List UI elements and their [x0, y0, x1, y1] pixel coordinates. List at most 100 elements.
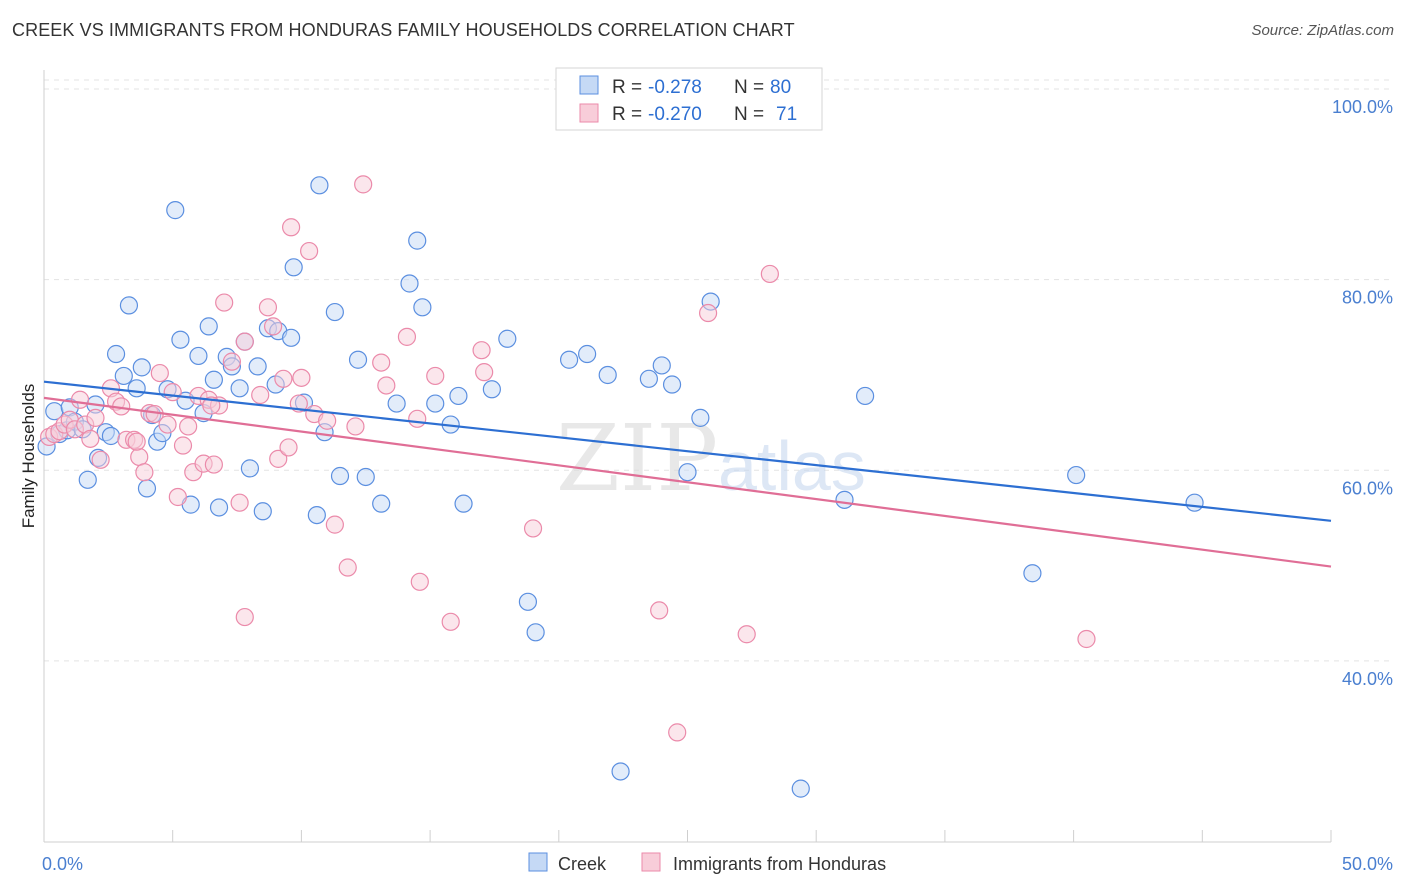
y-tick-label: 60.0%: [1342, 478, 1393, 498]
creek-n-label: N =: [734, 77, 764, 98]
creek-point: [199, 317, 218, 336]
honduras-point: [410, 572, 429, 591]
creek-point: [248, 357, 267, 376]
creek-point: [835, 490, 854, 509]
creek-point: [559, 350, 579, 369]
honduras-point: [269, 449, 288, 468]
creek-r-label: R =: [612, 77, 642, 98]
honduras-point: [377, 376, 396, 395]
grid-lines: [44, 79, 1393, 662]
honduras-point: [650, 601, 669, 620]
y-tick-labels: 40.0% 60.0% 80.0% 100.0%: [1332, 97, 1393, 689]
creek-point: [348, 350, 368, 369]
stats-box-frame: [555, 67, 823, 131]
honduras-n-label: N =: [734, 104, 764, 125]
honduras-point: [372, 353, 391, 372]
y-axis-title: Family Households: [19, 384, 38, 529]
honduras-point: [426, 366, 445, 386]
creek-trend-line: [43, 380, 1332, 522]
creek-point: [791, 779, 810, 798]
honduras-point: [282, 218, 301, 237]
honduras-point: [325, 515, 344, 534]
honduras-point: [235, 332, 254, 351]
honduras-point: [292, 368, 311, 387]
honduras-point: [81, 429, 100, 448]
honduras-point: [91, 450, 110, 469]
honduras-point: [168, 487, 187, 507]
creek-point: [78, 470, 97, 489]
creek-point: [106, 344, 126, 364]
honduras-point: [1077, 629, 1096, 649]
creek-point: [611, 762, 630, 781]
creek-point: [132, 358, 151, 377]
y-tick-label: 40.0%: [1342, 669, 1393, 689]
honduras-point: [158, 415, 177, 434]
honduras-r-label: R =: [612, 104, 642, 125]
creek-point: [253, 502, 272, 521]
creek-point: [204, 370, 223, 389]
honduras-point: [338, 558, 357, 577]
x-ticks: [43, 830, 1332, 842]
creek-point: [171, 330, 190, 349]
creek-n-value: 80: [770, 77, 791, 98]
creek-point: [240, 459, 260, 478]
honduras-point: [523, 519, 543, 538]
honduras-point: [318, 411, 337, 430]
honduras-point: [737, 625, 756, 644]
honduras-point: [258, 298, 278, 317]
creek-point: [691, 408, 710, 427]
creek-point: [282, 328, 301, 347]
honduras-point: [150, 363, 169, 383]
honduras-point: [215, 293, 234, 312]
creek-point: [400, 274, 419, 293]
honduras-point: [127, 432, 146, 451]
creek-point: [127, 379, 146, 398]
creek-point: [1185, 493, 1204, 512]
honduras-point: [173, 436, 193, 455]
creek-point: [1067, 465, 1086, 485]
creek-point: [330, 466, 350, 486]
legend-creek-swatch: [528, 852, 548, 872]
creek-point: [166, 201, 185, 220]
x-tick-label-min: 0.0%: [42, 854, 83, 874]
creek-point: [678, 463, 697, 482]
creek-point: [526, 623, 545, 642]
creek-point: [325, 302, 344, 322]
honduras-point: [179, 417, 198, 436]
honduras-point: [346, 417, 365, 436]
creek-point: [652, 356, 671, 375]
creek-point: [310, 176, 329, 195]
honduras-point: [397, 327, 417, 346]
bottom-legend: Creek Immigrants from Honduras: [528, 852, 886, 874]
honduras-n-value: 71: [776, 104, 797, 125]
honduras-point: [408, 409, 427, 428]
honduras-point: [300, 241, 319, 261]
honduras-point: [472, 341, 491, 360]
y-tick-label: 100.0%: [1332, 97, 1393, 117]
honduras-point: [86, 408, 105, 427]
creek-point: [408, 231, 427, 250]
source-label: Source: ZipAtlas.com: [1251, 22, 1394, 39]
creek-point: [598, 365, 617, 385]
x-tick-label-max: 50.0%: [1342, 854, 1393, 874]
creek-point: [307, 505, 326, 525]
honduras-points: [40, 175, 1096, 742]
y-tick-label: 80.0%: [1342, 288, 1393, 308]
honduras-point: [475, 363, 494, 382]
creek-point: [284, 258, 303, 277]
honduras-stat-swatch: [579, 103, 599, 123]
honduras-point: [70, 390, 90, 409]
creek-r-value: -0.278: [648, 77, 702, 98]
creek-point: [426, 394, 445, 413]
creek-point: [114, 366, 133, 386]
creek-point: [449, 386, 468, 406]
creek-point: [189, 346, 208, 366]
honduras-point: [235, 607, 254, 627]
legend-honduras-label: Immigrants from Honduras: [673, 854, 886, 874]
honduras-point: [441, 612, 460, 631]
creek-point: [1023, 564, 1042, 583]
honduras-point: [263, 317, 283, 336]
creek-point: [856, 386, 875, 406]
watermark: ZIP atlas: [556, 405, 866, 512]
